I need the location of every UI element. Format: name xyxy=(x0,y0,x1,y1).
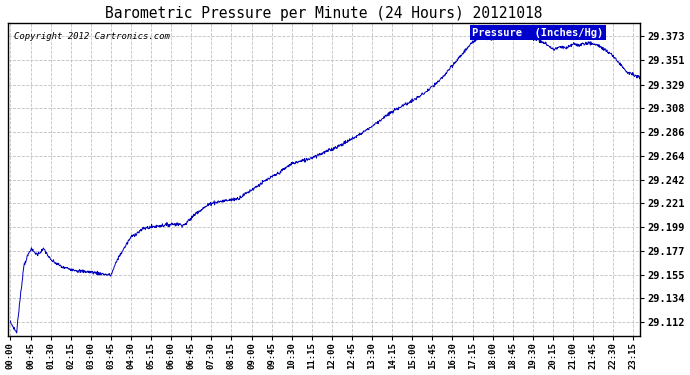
Title: Barometric Pressure per Minute (24 Hours) 20121018: Barometric Pressure per Minute (24 Hours… xyxy=(105,6,542,21)
Text: Copyright 2012 Cartronics.com: Copyright 2012 Cartronics.com xyxy=(14,33,170,42)
Text: Pressure  (Inches/Hg): Pressure (Inches/Hg) xyxy=(473,28,604,38)
